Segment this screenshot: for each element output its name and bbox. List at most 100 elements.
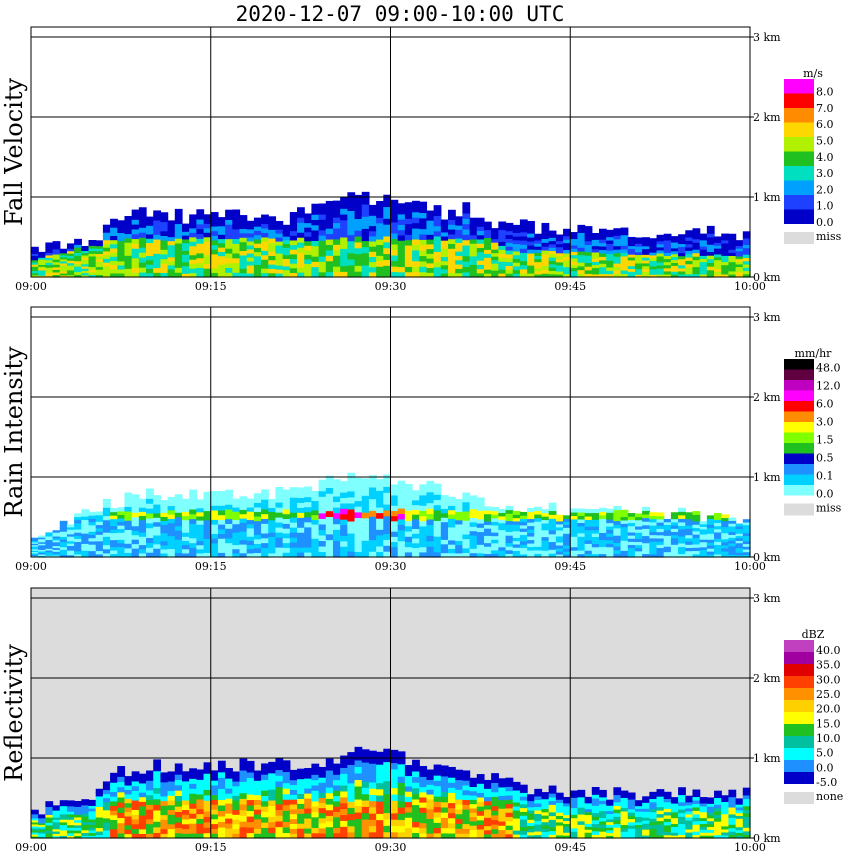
colorbar-swatch — [784, 195, 814, 210]
panel-reflectivity: 0 km 1 km 2 km 3 km 09:00 09:15 09:30 09:45 10:0… — [0, 587, 843, 854]
colorbar-swatch — [784, 209, 814, 224]
colorbar-swatch — [784, 640, 814, 652]
colorbar-swatch — [784, 688, 814, 700]
colorbar-swatch — [784, 359, 814, 370]
colorbar-swatch — [784, 122, 814, 137]
colorbar-swatch — [784, 760, 814, 772]
colorbar-swatch — [784, 736, 814, 748]
colorbar-swatch — [784, 485, 814, 496]
colorbar-swatch — [784, 411, 814, 422]
colorbar-label: 0.0 — [816, 488, 834, 501]
colorbar-label: 40.0 — [816, 644, 841, 657]
x-tick-label: 10:00 — [734, 841, 766, 854]
colorbar-label: 5.0 — [816, 134, 834, 147]
y-tick-label: 2 km — [753, 391, 781, 404]
colorbar-unit: m/s — [803, 67, 823, 80]
colorbar-label: 15.0 — [816, 717, 841, 730]
y-tick-label: 0 km — [753, 271, 781, 284]
colorbar-label: 30.0 — [816, 673, 841, 686]
colorbar-swatch — [784, 443, 814, 454]
colorbar-label: 6.0 — [816, 398, 834, 411]
colorbar-swatch — [784, 652, 814, 664]
y-tick-label: 0 km — [753, 832, 781, 845]
colorbar-swatch — [784, 464, 814, 475]
colorbar-label: 48.0 — [816, 362, 841, 375]
panel-rain-intensity: 0 km 1 km 2 km 3 km 09:00 09:15 09:30 09:45 10:0… — [0, 306, 842, 573]
echo-columns — [31, 472, 751, 558]
echo-columns — [31, 191, 751, 278]
colorbar-missing-label: miss — [816, 502, 842, 515]
colorbar-swatch — [784, 380, 814, 391]
y-tick-label: 2 km — [753, 672, 781, 685]
colorbar-label: 1.0 — [816, 200, 834, 213]
colorbar-swatch — [784, 93, 814, 108]
colorbar-swatch — [784, 432, 814, 443]
y-tick-label: 1 km — [753, 191, 781, 204]
colorbar-label: 3.0 — [816, 416, 834, 429]
colorbar-swatch — [784, 724, 814, 736]
colorbar-label: 12.0 — [816, 380, 841, 393]
colorbar-swatch — [784, 474, 814, 485]
y-tick-label: 0 km — [753, 551, 781, 564]
colorbar-label: 20.0 — [816, 703, 841, 716]
plot-frame — [30, 26, 751, 278]
x-tick-label: 09:15 — [195, 841, 227, 854]
colorbar-label: 3.0 — [816, 167, 834, 180]
colorbar-missing-swatch — [784, 503, 814, 516]
y-tick-label: 3 km — [753, 311, 781, 324]
panel-title: Fall Velocity — [0, 78, 28, 227]
colorbar-swatch — [784, 664, 814, 676]
colorbar-label: 5.0 — [816, 747, 834, 760]
colorbar-swatch — [784, 700, 814, 712]
x-tick-label: 09:45 — [554, 280, 586, 293]
colorbar-label: 0.0 — [816, 216, 834, 229]
colorbar-unit: mm/hr — [795, 347, 833, 360]
colorbar-label: 0.0 — [816, 761, 834, 774]
colorbar-label: 8.0 — [816, 86, 834, 99]
colorbar-label: 0.5 — [816, 452, 834, 465]
colorbar-label: 1.5 — [816, 434, 834, 447]
panel-title: Rain Intensity — [0, 346, 28, 518]
colorbar-swatch — [784, 712, 814, 724]
colorbar-swatch — [784, 79, 814, 94]
colorbar-swatch — [784, 453, 814, 464]
colorbar-swatch — [784, 422, 814, 433]
echo-columns — [31, 746, 751, 839]
colorbar-missing-label: miss — [816, 230, 842, 243]
plot-frame — [30, 587, 751, 839]
y-tick-label: 3 km — [753, 592, 781, 605]
colorbar-swatch — [784, 390, 814, 401]
colorbar-swatch — [784, 748, 814, 760]
y-tick-label: 1 km — [753, 752, 781, 765]
x-tick-label: 09:00 — [15, 841, 47, 854]
colorbar-label: 6.0 — [816, 118, 834, 131]
colorbar-label: 0.1 — [816, 470, 834, 483]
chart-title: 2020-12-07 09:00-10:00 UTC — [235, 2, 565, 26]
panel-fall-velocity: 0 km 1 km 2 km 3 km 09:00 09:15 09:30 09:45 10:0… — [0, 26, 842, 293]
y-tick-label: 3 km — [753, 31, 781, 44]
x-tick-label: 09:15 — [195, 280, 227, 293]
x-tick-label: 09:30 — [375, 841, 407, 854]
colorbar-missing-swatch — [784, 792, 814, 804]
x-tick-label: 09:15 — [195, 560, 227, 573]
x-tick-label: 09:00 — [15, 280, 47, 293]
y-tick-label: 2 km — [753, 111, 781, 124]
colorbar-label: 10.0 — [816, 732, 841, 745]
colorbar-label: 4.0 — [816, 151, 834, 164]
colorbar-unit: dBZ — [802, 628, 825, 641]
colorbar-label: 2.0 — [816, 183, 834, 196]
colorbar-swatch — [784, 369, 814, 380]
x-tick-label: 09:30 — [375, 560, 407, 573]
colorbar-label: 7.0 — [816, 102, 834, 115]
plot-frame — [30, 306, 751, 558]
x-tick-label: 09:45 — [554, 841, 586, 854]
colorbar-swatch — [784, 180, 814, 195]
x-tick-label: 09:45 — [554, 560, 586, 573]
colorbar-swatch — [784, 401, 814, 412]
panel-title: Reflectivity — [0, 644, 28, 782]
colorbar-swatch — [784, 151, 814, 166]
x-tick-label: 09:00 — [15, 560, 47, 573]
colorbar-swatch — [784, 108, 814, 123]
colorbar-label: 25.0 — [816, 688, 841, 701]
